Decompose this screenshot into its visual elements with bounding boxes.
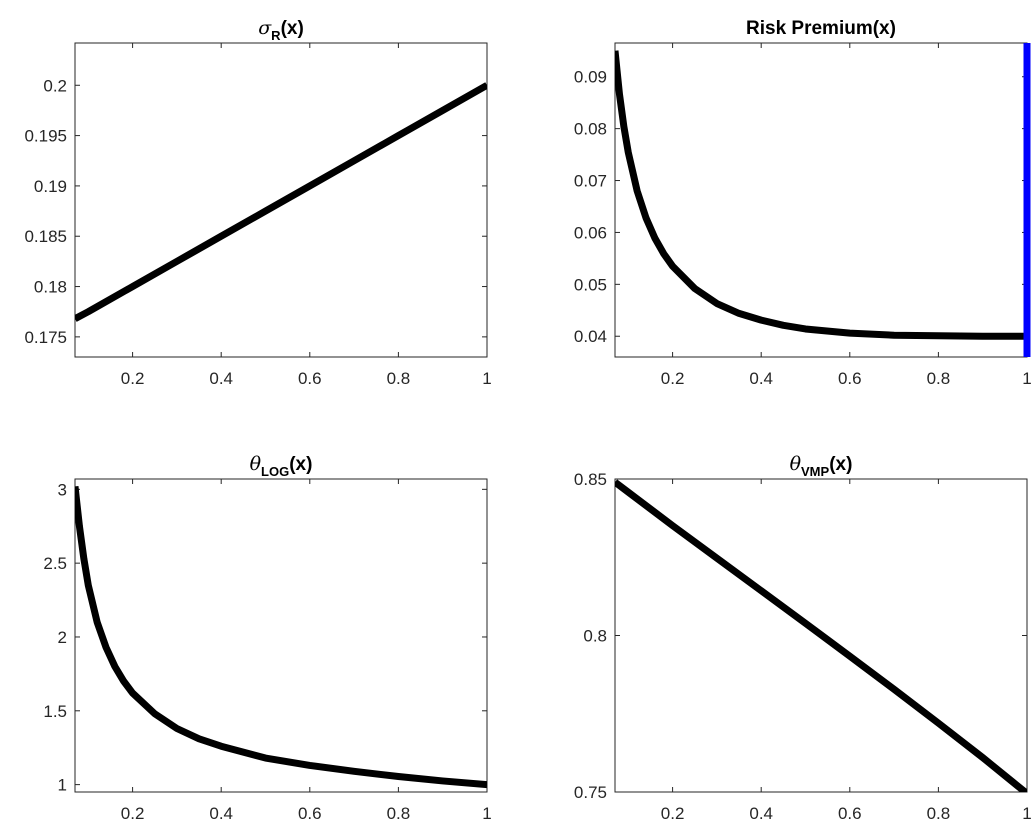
x-tick-label: 0.6 bbox=[838, 369, 862, 388]
y-tick-label: 2 bbox=[58, 628, 67, 647]
axes-box bbox=[74, 478, 488, 793]
x-tick-label: 1 bbox=[1022, 369, 1031, 388]
title-suffix: (x) bbox=[289, 454, 312, 475]
title-subscript: LOG bbox=[261, 464, 289, 479]
x-tick-label: 1 bbox=[482, 369, 491, 388]
x-tick-label: 0.8 bbox=[387, 369, 411, 388]
y-tick-label: 1 bbox=[58, 776, 67, 795]
x-tick-label: 0.2 bbox=[661, 804, 685, 823]
title-subscript: R bbox=[271, 28, 281, 43]
x-tick-label: 0.4 bbox=[209, 369, 233, 388]
y-tick-label: 0.18 bbox=[34, 278, 67, 297]
axes-box bbox=[74, 42, 488, 358]
title-symbol: θ bbox=[250, 453, 262, 475]
series-line bbox=[615, 479, 1027, 792]
x-tick-label: 0.8 bbox=[387, 804, 411, 823]
title-suffix: (x) bbox=[281, 18, 304, 39]
subplot-risk-premium: 0.2 0.4 0.6 0.8 1 0.04 0.05 0.06 0.07 0.08 0.09 Ris… bbox=[574, 18, 1031, 388]
x-tick-label: 0.2 bbox=[661, 369, 685, 388]
y-tick-label: 0.08 bbox=[574, 120, 607, 139]
subplot-theta-vmp: 0.2 0.4 0.6 0.8 1 0.75 0.8 0.85 θVMP(x) bbox=[574, 453, 1031, 823]
series-line bbox=[75, 82, 487, 322]
x-tick-label: 1 bbox=[482, 804, 491, 823]
x-tick-label: 0.4 bbox=[749, 369, 773, 388]
x-tick-label: 0.2 bbox=[121, 369, 145, 388]
y-tick-label: 3 bbox=[58, 480, 67, 499]
x-tick-label: 0.6 bbox=[838, 804, 862, 823]
title-subscript: VMP bbox=[801, 464, 830, 479]
y-tick-label: 0.06 bbox=[574, 223, 607, 242]
chart-title: Risk Premium(x) bbox=[746, 18, 896, 39]
y-tick-label: 0.2 bbox=[43, 76, 67, 95]
series-line bbox=[75, 485, 487, 789]
title-symbol: σ bbox=[258, 17, 272, 39]
title-symbol: θ bbox=[790, 453, 802, 475]
x-tick-label: 0.6 bbox=[298, 804, 322, 823]
y-tick-label: 0.07 bbox=[574, 172, 607, 191]
y-tick-label: 0.04 bbox=[574, 327, 607, 346]
chart-title: θVMP(x) bbox=[790, 453, 853, 479]
x-tick-label: 0.8 bbox=[927, 369, 951, 388]
subplot-theta-log: 0.2 0.4 0.6 0.8 1 1 1.5 2 2.5 3 θLOG(x) bbox=[43, 453, 491, 823]
x-tick-label: 0.8 bbox=[927, 804, 951, 823]
y-tick-label: 0.185 bbox=[24, 227, 67, 246]
y-tick-label: 0.85 bbox=[574, 470, 607, 489]
y-tick-label: 0.195 bbox=[24, 127, 67, 146]
y-tick-label: 0.8 bbox=[583, 627, 607, 646]
y-tick-label: 0.19 bbox=[34, 177, 67, 196]
x-tick-label: 0.6 bbox=[298, 369, 322, 388]
y-tick-label: 1.5 bbox=[43, 702, 67, 721]
title-suffix: (x) bbox=[829, 454, 852, 475]
x-tick-label: 0.4 bbox=[749, 804, 773, 823]
subplot-sigma-r: 0.2 0.4 0.6 0.8 1 0.175 0.18 0.185 0.19 0.195 0.2 σ… bbox=[24, 17, 491, 388]
subplots: 0.2 0.4 0.6 0.8 1 0.175 0.18 0.185 0.19 0.195 0.2 σ… bbox=[24, 17, 1031, 823]
chart-title: θLOG(x) bbox=[250, 453, 313, 479]
x-tick-label: 1 bbox=[1022, 804, 1031, 823]
y-tick-label: 0.75 bbox=[574, 783, 607, 802]
x-tick-label: 0.4 bbox=[209, 804, 233, 823]
y-tick-label: 0.09 bbox=[574, 68, 607, 87]
chart-title: σR(x) bbox=[258, 17, 304, 43]
series-line bbox=[615, 50, 1027, 340]
y-tick-label: 0.05 bbox=[574, 275, 607, 294]
y-tick-label: 2.5 bbox=[43, 554, 67, 573]
y-tick-label: 0.175 bbox=[24, 328, 67, 347]
x-tick-label: 0.2 bbox=[121, 804, 145, 823]
